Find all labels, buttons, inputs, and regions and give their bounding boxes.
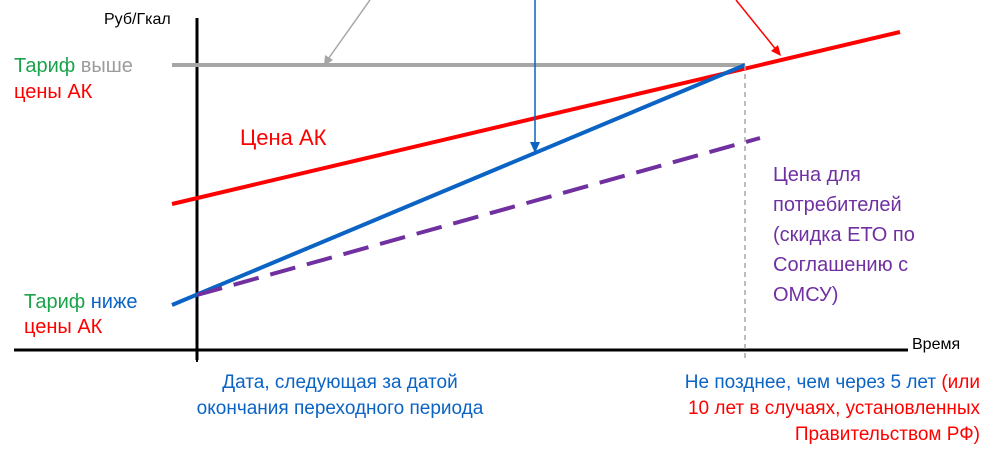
above-word: выше [80,55,133,77]
deadline-line-3: Правительством РФ) [794,424,980,445]
price-ak-line [171,30,901,206]
tariff-below-label: Тариф ниже [24,290,137,314]
start-date-caption: Дата, следующая за датой окончания перех… [150,370,530,422]
x-axis-label: Время [912,336,961,353]
price-ak-label: Цена АК [240,125,327,150]
tariff-above-label: Тариф выше [14,54,156,78]
consumer-price-label: Цена для потребителей (скидка ЕТО по Сог… [773,160,915,310]
consumer-price-line [196,136,761,297]
tariff-word-below: Тариф [24,291,86,313]
deadline-red-part: (или [941,372,980,393]
red-arrowhead [771,45,781,56]
y-axis-label: Руб/Гкал [104,11,171,28]
below-word: ниже [90,291,138,313]
gray-arrowhead [324,55,333,66]
tariff-below-line2: цены АК [24,316,103,338]
blue-arrowhead [530,142,540,153]
red-pointer-arrow [735,0,779,53]
tariff-above-line2: цены АК [14,81,93,103]
gray-pointer-arrow [325,0,371,63]
consumer-line-3: (скидка ЕТО по [773,224,915,246]
consumer-line-4: Соглашению с [773,254,909,276]
tariff-growth-line [171,63,746,307]
deadline-line-2: 10 лет в случаях, установленных [687,398,980,419]
deadline-blue-part: Не позднее, чем через 5 лет [684,372,937,393]
tariff-word-above: Тариф [14,55,76,77]
start-date-line-2: окончания переходного периода [196,398,484,419]
deadline-line-1: Не позднее, чем через 5 лет (или [585,370,980,396]
consumer-line-2: потребителей [773,194,902,216]
deadline-caption: Не позднее, чем через 5 лет (или 10 лет … [585,370,980,448]
consumer-line-1: Цена для [773,164,861,186]
consumer-line-5: ОМСУ) [773,284,839,306]
start-date-line-1: Дата, следующая за датой [222,372,458,393]
